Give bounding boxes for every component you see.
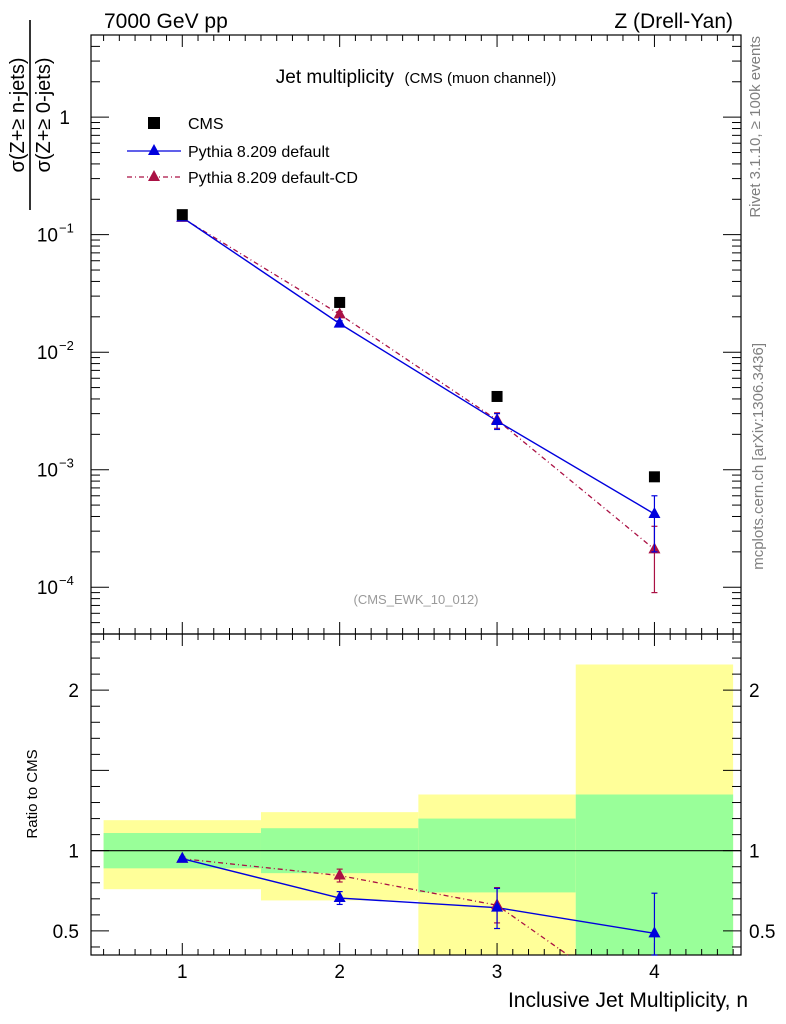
- default-marker: [491, 413, 504, 425]
- mcplots-label: mcplots.cern.ch [arXiv:1306.3436]: [750, 343, 767, 570]
- y-tick-exponent: −4: [59, 573, 74, 588]
- cms-data-marker: [334, 296, 346, 308]
- y-tick-exponent: −2: [59, 338, 74, 353]
- series-default-cd-line: [181, 217, 655, 550]
- main-ylabel: σ(Z+≥ n-jets) σ(Z+≥ 0-jets): [7, 20, 55, 210]
- ratio-default-line: [182, 858, 655, 935]
- ratio-frame: [90, 633, 742, 956]
- band-inner-3: [418, 818, 576, 893]
- ratio-default-marker: [333, 891, 346, 903]
- y-tick-label: 10: [37, 226, 58, 247]
- x-tick-label: 3: [492, 962, 503, 983]
- y-tick-label: 1: [59, 108, 70, 129]
- y-tick-label: 10: [37, 461, 58, 482]
- cms-data-marker: [648, 471, 660, 483]
- cms-data-marker: [491, 390, 503, 402]
- cms-data-marker: [176, 209, 188, 221]
- default-marker: [648, 506, 661, 518]
- main-title: Jet multiplicity (CMS (muon channel)): [276, 67, 556, 88]
- x-tick-label: 2: [334, 962, 345, 983]
- ratio-y-tick-label: 0.5: [53, 922, 79, 943]
- ratio-default-marker: [648, 926, 661, 938]
- legend: CMS Pythia 8.209 default Pythia 8.209 de…: [127, 116, 358, 187]
- legend-cd-marker: [148, 170, 160, 181]
- y-tick-label: 10: [37, 343, 58, 364]
- ratio-y-tick-label: 2: [68, 681, 79, 702]
- default-marker: [333, 316, 346, 328]
- legend-default-marker: [148, 144, 160, 155]
- legend-default-label: Pythia 8.209 default: [188, 144, 330, 161]
- y-tick-exponent: −1: [59, 221, 74, 236]
- ratio-default-cd-line: [182, 858, 569, 956]
- subtitle-text: (CMS (muon channel)): [404, 70, 556, 87]
- x-tick-label: 1: [177, 962, 188, 983]
- ratio-default-marker: [491, 900, 504, 912]
- series-default-line: [181, 216, 655, 515]
- y-tick-exponent: −3: [59, 456, 74, 471]
- ylabel-numerator: σ(Z+≥ n-jets): [7, 58, 29, 173]
- ratio-y-tick-label-right: 2: [749, 681, 760, 702]
- ratio-default-cd-marker: [333, 868, 346, 880]
- ratio-y-tick-label-right: 1: [749, 842, 760, 863]
- y-tick-label: 10: [37, 578, 58, 599]
- ratio-y-tick-label: 1: [68, 842, 79, 863]
- legend-cms-label: CMS: [188, 116, 224, 133]
- ratio-default-marker: [176, 851, 189, 863]
- x-tick-label: 4: [649, 962, 660, 983]
- rivet-label: Rivet 3.1.10, ≥ 100k events: [747, 36, 764, 218]
- analysis-label: (CMS_EWK_10_012): [354, 592, 479, 607]
- ratio-ylabel: Ratio to CMS: [24, 749, 41, 838]
- default-cd-marker: [333, 307, 346, 319]
- process-label: Z (Drell-Yan): [614, 10, 733, 33]
- energy-label: 7000 GeV pp: [104, 10, 228, 33]
- x-axis-label: Inclusive Jet Multiplicity, n: [508, 989, 748, 1012]
- legend-cms-marker: [148, 117, 160, 129]
- title-text: Jet multiplicity: [276, 67, 395, 88]
- ylabel-denominator: σ(Z+≥ 0-jets): [33, 58, 55, 173]
- legend-cd-label: Pythia 8.209 default-CD: [188, 170, 358, 187]
- ratio-y-tick-label-right: 0.5: [749, 922, 775, 943]
